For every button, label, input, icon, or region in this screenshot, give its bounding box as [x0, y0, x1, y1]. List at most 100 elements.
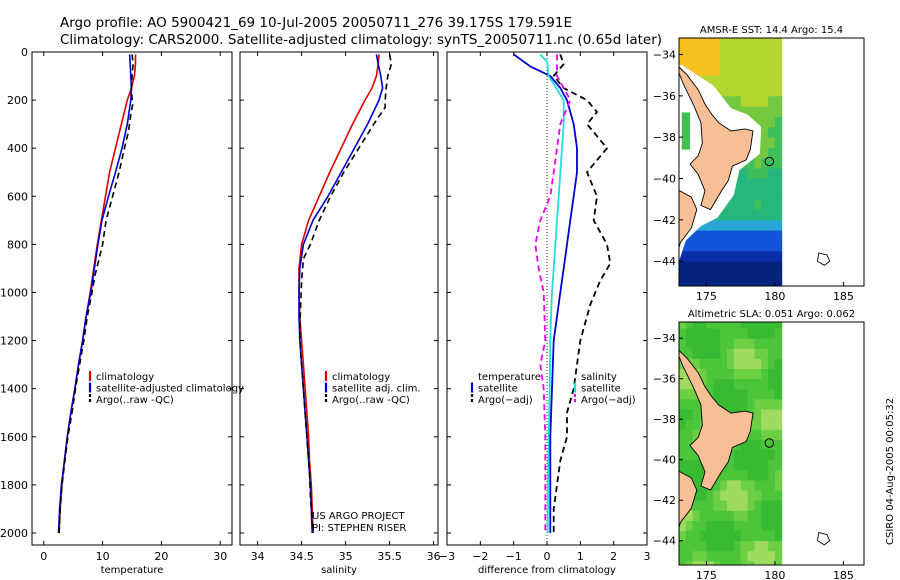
depth-tick-label: 1400	[0, 383, 28, 396]
temperature-legend-label: Argo(..raw -QC)	[96, 395, 174, 406]
sst-field-cell	[761, 38, 769, 45]
sst-field-cell	[726, 199, 735, 210]
temperature-panel: 0 10 20 30 temperature 0 200 400 600 800 1000 1200 1…	[0, 46, 244, 576]
sst-field-cell	[720, 44, 728, 55]
sla-field-cell	[754, 409, 762, 420]
sst-field-cell	[720, 281, 728, 286]
sla-field-cell	[685, 398, 694, 410]
sla-field-cell	[774, 490, 783, 501]
sla-field-cell	[761, 530, 769, 542]
sla-field-cell	[768, 322, 776, 329]
sla-field-cell	[761, 469, 769, 481]
sst-field-cell	[733, 95, 742, 107]
sla-field-cell	[733, 520, 742, 531]
sla-field-cell	[679, 560, 687, 565]
sla-field-cell	[733, 469, 742, 481]
sla-field-cell	[747, 490, 755, 501]
sst-field-cell	[761, 178, 769, 190]
sla-field-cell	[774, 388, 783, 400]
sla-field-cell	[740, 449, 748, 461]
temperature-xtick-label: 30	[213, 550, 227, 563]
sst-field-cell	[726, 85, 735, 97]
sst-field-cell	[679, 54, 687, 66]
difference-series-line-3	[534, 54, 572, 533]
sst-field-cell	[733, 240, 742, 252]
difference-legend-label: salinity	[581, 372, 617, 383]
sst-field-cell	[713, 219, 721, 231]
sla-field-cell	[706, 328, 714, 339]
sla-field-cell	[733, 449, 742, 461]
sst-field-cell	[754, 75, 762, 86]
sst-field-cell	[685, 250, 694, 262]
sla-field-cell	[692, 540, 700, 552]
sla-field-cell	[692, 469, 700, 481]
sst-field-cell	[699, 219, 707, 231]
sla-field-cell	[713, 322, 721, 329]
sst-field-cell	[726, 38, 735, 45]
sla-field-cell	[774, 439, 783, 450]
sst-field-cell	[774, 38, 783, 45]
sst-field-cell	[692, 271, 700, 283]
sla-field-cell	[692, 398, 700, 410]
depth-tick-label: 2000	[0, 527, 28, 540]
temperature-legend-label: satellite-adjusted climatology	[96, 384, 244, 395]
sla-field-cell	[720, 358, 728, 369]
sla-field-cell	[754, 459, 762, 471]
sst-field-cell	[733, 209, 742, 221]
sla-field-cell	[761, 419, 769, 430]
sla-field-cell	[726, 530, 735, 542]
sst-field-cell	[699, 230, 707, 241]
sla-field-cell	[768, 479, 776, 491]
sla-field-cell	[699, 560, 707, 565]
sla-field-cell	[768, 388, 776, 400]
sla-field-cell	[720, 328, 728, 339]
sst-lat-tick-label: −44	[653, 255, 676, 268]
sla-field-cell	[740, 510, 748, 521]
sla-field-cell	[726, 338, 735, 349]
sla-field-cell	[685, 530, 694, 542]
sst-field-cell	[754, 209, 762, 221]
sst-field-cell	[720, 38, 728, 45]
sla-field-cell	[740, 338, 748, 349]
sst-field-cell	[740, 64, 748, 76]
sst-field-cell	[768, 126, 776, 138]
sst-field-cell	[713, 75, 721, 86]
sla-field-cell	[774, 550, 783, 562]
sla-field-cell	[692, 419, 700, 430]
sla-field-cell	[720, 530, 728, 542]
sst-field-cell	[726, 271, 735, 283]
salinity-xaxis-label: salinity	[321, 565, 357, 576]
sst-field-cell	[768, 188, 776, 200]
sla-field-cell	[713, 540, 721, 552]
sla-field-cell	[740, 328, 748, 339]
sst-field-cell	[685, 240, 694, 252]
difference-legend-label: Argo(−adj)	[581, 395, 636, 406]
sst-field-cell	[740, 75, 748, 86]
sst-field-cell	[768, 168, 776, 179]
sla-field-cell	[761, 358, 769, 369]
sst-field-cell	[754, 188, 762, 200]
sla-field-cell	[761, 560, 769, 565]
sla-field-cell	[733, 560, 742, 565]
difference-series-line-0	[513, 53, 578, 533]
salinity-xtick-label: 35.5	[377, 550, 402, 563]
sla-field-cell	[768, 550, 776, 562]
sla-field-cell	[740, 368, 748, 380]
sla-field-cell	[733, 540, 742, 552]
sst-field-cell	[740, 219, 748, 231]
sst-field-cell	[754, 157, 762, 169]
sst-field-cell	[713, 281, 721, 286]
sla-field-cell	[774, 368, 783, 380]
sla-field-cell	[747, 500, 755, 511]
temperature-series-line-0	[58, 54, 137, 534]
sst-field-cell	[706, 38, 714, 45]
temperature-xtick-label: 20	[154, 550, 168, 563]
sst-field-cell	[761, 44, 769, 55]
sla-field-cell	[733, 368, 742, 380]
sla-field-cell	[774, 560, 783, 565]
sst-field-cell	[761, 106, 769, 117]
sst-field-cell	[713, 44, 721, 55]
sst-field-cell	[685, 54, 694, 66]
sla-field-cell	[679, 429, 687, 440]
sla-field-cell	[740, 530, 748, 542]
